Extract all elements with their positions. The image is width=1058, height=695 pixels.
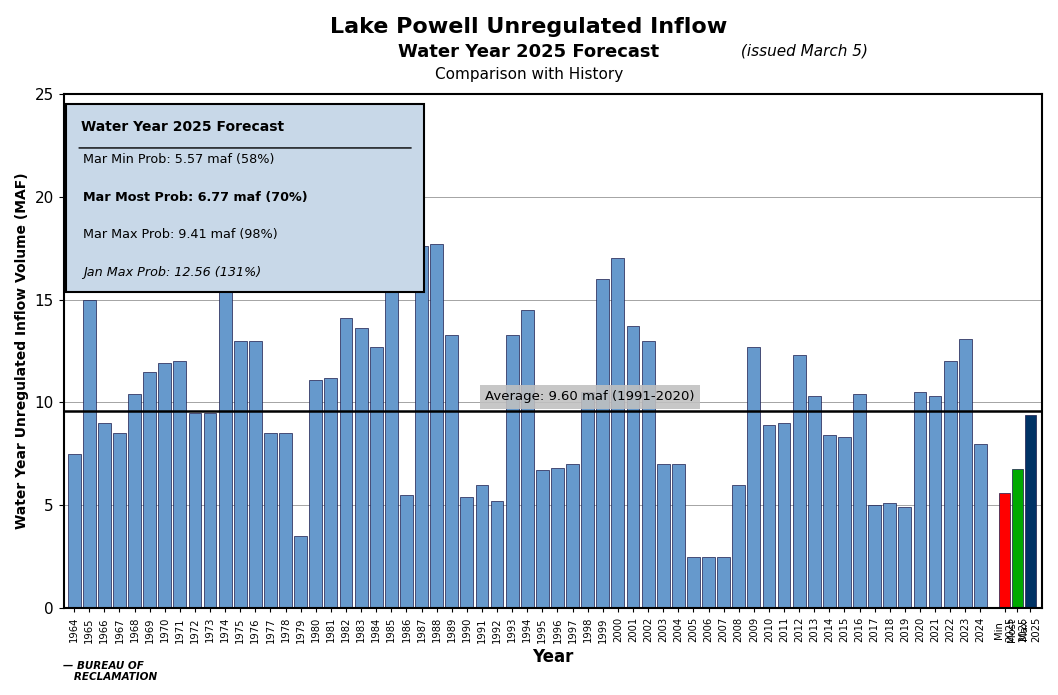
Bar: [657, 464, 670, 608]
Bar: [853, 394, 867, 608]
Bar: [672, 464, 685, 608]
Bar: [445, 334, 458, 608]
Bar: [264, 433, 277, 608]
Bar: [703, 557, 715, 608]
Bar: [913, 392, 927, 608]
Bar: [385, 174, 398, 608]
Bar: [792, 355, 805, 608]
Bar: [823, 435, 836, 608]
Bar: [354, 328, 367, 608]
Bar: [159, 363, 171, 608]
Bar: [128, 394, 141, 608]
Bar: [1025, 414, 1036, 608]
Bar: [143, 372, 156, 608]
Text: Lake Powell Unregulated Inflow: Lake Powell Unregulated Inflow: [330, 17, 728, 38]
Bar: [521, 310, 533, 608]
Text: Average: 9.60 maf (1991-2020): Average: 9.60 maf (1991-2020): [486, 391, 695, 403]
Bar: [415, 246, 427, 608]
Bar: [929, 396, 942, 608]
Bar: [778, 423, 790, 608]
Bar: [581, 392, 595, 608]
Bar: [249, 341, 261, 608]
Bar: [400, 495, 413, 608]
Bar: [566, 464, 579, 608]
Text: Mar Min Prob: 5.57 maf (58%): Mar Min Prob: 5.57 maf (58%): [84, 153, 274, 166]
Bar: [612, 259, 624, 608]
Bar: [687, 557, 699, 608]
Bar: [808, 396, 821, 608]
Text: Mar Max Prob: 9.41 maf (98%): Mar Max Prob: 9.41 maf (98%): [84, 228, 278, 241]
Bar: [597, 279, 609, 608]
Bar: [98, 423, 111, 608]
Text: Mar Most Prob: 6.77 maf (70%): Mar Most Prob: 6.77 maf (70%): [84, 190, 308, 204]
Bar: [959, 338, 971, 608]
Bar: [460, 497, 473, 608]
Bar: [626, 327, 639, 608]
Bar: [234, 341, 247, 608]
Bar: [717, 557, 730, 608]
Bar: [838, 437, 851, 608]
Text: Water Year 2025 Forecast: Water Year 2025 Forecast: [81, 120, 285, 133]
Bar: [294, 536, 307, 608]
Bar: [340, 318, 352, 608]
Text: (issued March 5): (issued March 5): [736, 43, 869, 58]
Text: — BUREAU OF
   RECLAMATION: — BUREAU OF RECLAMATION: [63, 661, 158, 682]
Bar: [536, 471, 549, 608]
Bar: [113, 433, 126, 608]
Bar: [174, 361, 186, 608]
Bar: [763, 425, 776, 608]
Bar: [325, 377, 338, 608]
Bar: [999, 493, 1010, 608]
Bar: [883, 503, 896, 608]
Bar: [431, 244, 443, 608]
Bar: [219, 279, 232, 608]
Text: Jan Max Prob: 12.56 (131%): Jan Max Prob: 12.56 (131%): [84, 265, 261, 279]
Bar: [974, 443, 987, 608]
Bar: [309, 379, 323, 608]
Bar: [188, 413, 201, 608]
Bar: [898, 507, 911, 608]
X-axis label: Year: Year: [532, 648, 573, 666]
FancyBboxPatch shape: [67, 104, 423, 292]
Bar: [279, 433, 292, 608]
Bar: [641, 341, 655, 608]
Bar: [944, 361, 956, 608]
Bar: [83, 300, 95, 608]
Bar: [506, 334, 518, 608]
Bar: [68, 454, 80, 608]
Text: Comparison with History: Comparison with History: [435, 67, 623, 83]
Bar: [1011, 469, 1023, 608]
Bar: [370, 347, 383, 608]
Bar: [203, 413, 217, 608]
Bar: [869, 505, 881, 608]
Bar: [491, 501, 504, 608]
Bar: [475, 484, 489, 608]
Bar: [551, 468, 564, 608]
Text: Water Year 2025 Forecast: Water Year 2025 Forecast: [399, 43, 659, 61]
Bar: [732, 484, 745, 608]
Bar: [747, 347, 761, 608]
Y-axis label: Water Year Unregulated Inflow Volume (MAF): Water Year Unregulated Inflow Volume (MA…: [15, 172, 29, 530]
